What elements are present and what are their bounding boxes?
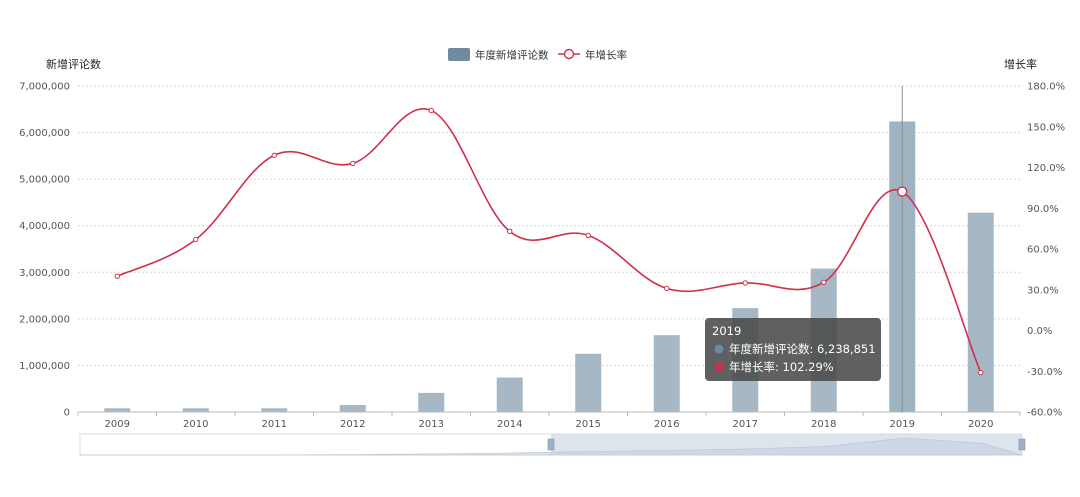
- legend[interactable]: 年度新增评论数 年增长率: [448, 48, 627, 62]
- tooltip-marker: [714, 344, 724, 354]
- line-point[interactable]: [585, 232, 591, 239]
- line-point[interactable]: [978, 369, 984, 376]
- line-series[interactable]: [114, 107, 984, 376]
- left-axis-tick-label: 6,000,000: [19, 128, 70, 139]
- x-axis-tick-label: 2011: [262, 419, 287, 430]
- x-axis-tick-label: 2009: [105, 419, 130, 430]
- x-axis-tick-label: 2016: [654, 419, 679, 430]
- tooltip-title: 2019: [712, 324, 741, 338]
- axes: 0 1,000,000 2,000,000 3,000,000 4,000,000 5,0…: [19, 57, 1065, 430]
- bar[interactable]: [182, 408, 209, 412]
- bar[interactable]: [418, 392, 445, 412]
- tooltip-marker: [714, 362, 724, 372]
- left-axis-tick-label: 1,000,000: [19, 361, 70, 372]
- bar[interactable]: [261, 408, 288, 412]
- line-point[interactable]: [821, 279, 827, 285]
- tooltip-box: [705, 318, 881, 381]
- line-point[interactable]: [507, 228, 513, 235]
- right-axis-tick-label: -30.0%: [1027, 367, 1062, 378]
- left-axis-tick-label: 2,000,000: [19, 314, 70, 325]
- line-point[interactable]: [428, 107, 434, 114]
- legend-line-label[interactable]: 年增长率: [585, 49, 627, 62]
- x-axis-tick-label: 2019: [890, 419, 915, 430]
- bar[interactable]: [653, 335, 680, 412]
- right-axis-tick-label: 30.0%: [1027, 285, 1059, 296]
- bar[interactable]: [339, 405, 366, 412]
- legend-bar-swatch[interactable]: [448, 48, 470, 61]
- line-point[interactable]: [664, 285, 670, 292]
- slider-handle-left[interactable]: [547, 438, 555, 451]
- tooltip-line: 年增长率: 102.29%: [729, 360, 834, 374]
- line-point[interactable]: [114, 273, 120, 279]
- tooltip-line: 年度新增评论数: 6,238,851: [729, 342, 876, 356]
- tooltip: 2019 年度新增评论数: 6,238,851 年增长率: 102.29%: [705, 318, 881, 381]
- x-axis-tick-label: 2010: [183, 419, 208, 430]
- x-axis-tick-label: 2015: [576, 419, 601, 430]
- x-axis-tick-label: 2020: [968, 419, 993, 430]
- x-axis-tick-label: 2013: [419, 419, 444, 430]
- right-axis-tick-label: -60.0%: [1027, 408, 1062, 419]
- right-axis-tick-label: 150.0%: [1027, 122, 1065, 133]
- bar[interactable]: [967, 212, 994, 412]
- bar[interactable]: [575, 353, 602, 412]
- slider-handle-right[interactable]: [1018, 438, 1026, 451]
- line-point[interactable]: [742, 280, 748, 286]
- legend-bar-label[interactable]: 年度新增评论数: [475, 49, 549, 62]
- right-axis-tick-label: 120.0%: [1027, 163, 1065, 174]
- line-point[interactable]: [350, 160, 356, 167]
- line-point[interactable]: [897, 186, 908, 197]
- right-axis-tick-label: 180.0%: [1027, 82, 1065, 93]
- line-point[interactable]: [193, 236, 199, 243]
- left-axis-tick-label: 7,000,000: [19, 82, 70, 93]
- right-axis-title: 增长率: [1004, 57, 1037, 71]
- x-axis-tick-label: 2012: [340, 419, 365, 430]
- line-point[interactable]: [271, 152, 277, 158]
- right-axis-tick-label: 90.0%: [1027, 204, 1059, 215]
- right-axis-tick-label: 60.0%: [1027, 245, 1059, 256]
- right-axis-tick-label: 0.0%: [1027, 326, 1052, 337]
- x-axis-tick-label: 2014: [497, 419, 522, 430]
- x-axis-tick-label: 2018: [811, 419, 836, 430]
- bar[interactable]: [496, 377, 523, 412]
- bar[interactable]: [104, 408, 131, 412]
- left-axis-title: 新增评论数: [46, 57, 101, 71]
- x-axis-tick-label: 2017: [733, 419, 758, 430]
- legend-line-marker[interactable]: [563, 48, 575, 60]
- left-axis-tick-label: 0: [64, 408, 70, 419]
- left-axis-tick-label: 3,000,000: [19, 268, 70, 279]
- left-axis-tick-label: 4,000,000: [19, 221, 70, 232]
- left-axis-tick-label: 5,000,000: [19, 175, 70, 186]
- datazoom-slider[interactable]: [79, 433, 1026, 456]
